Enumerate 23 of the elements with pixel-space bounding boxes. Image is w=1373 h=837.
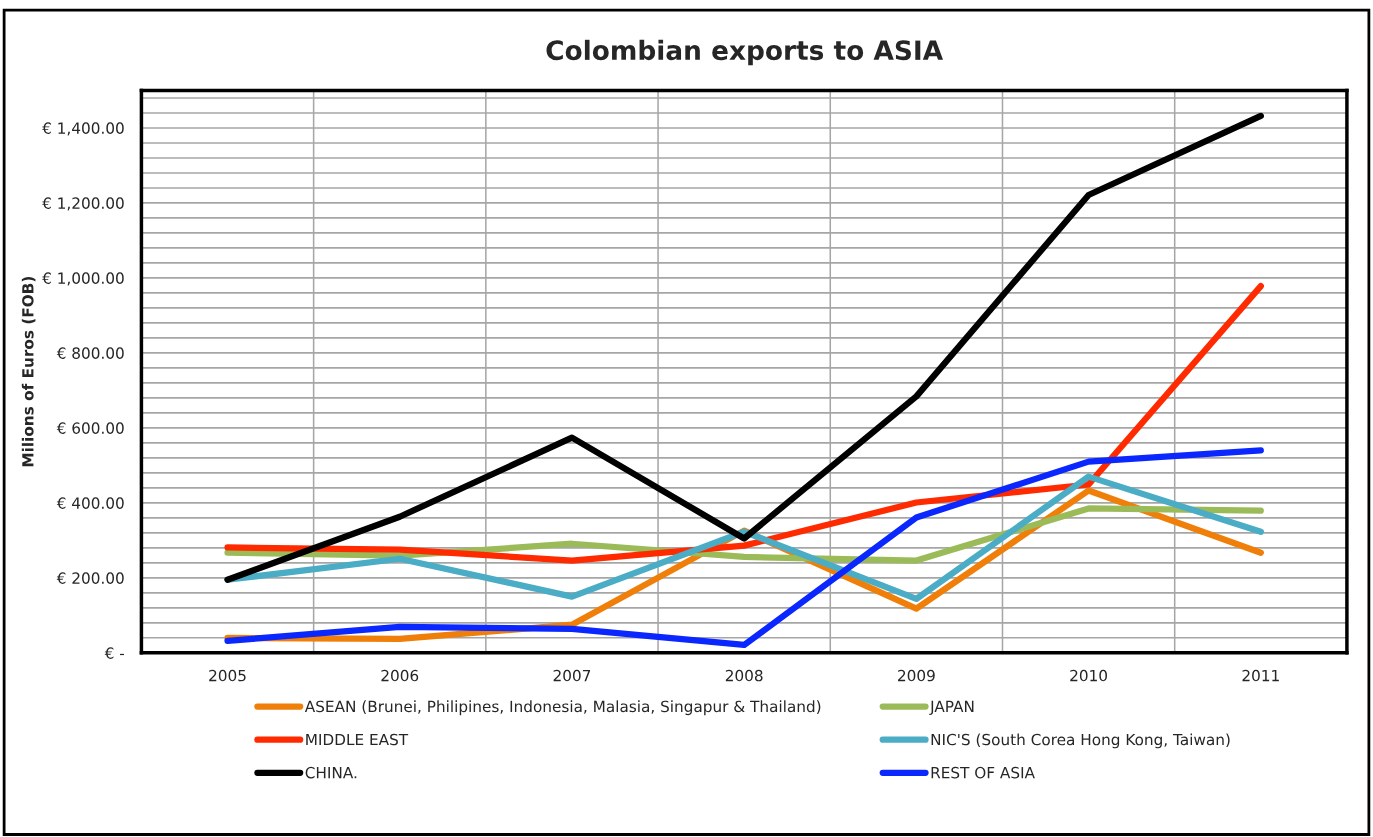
y-tick-label: € 400.00 bbox=[56, 497, 124, 509]
x-tick-label: 2006 bbox=[381, 669, 419, 682]
y-tick-label: € 200.00 bbox=[56, 572, 124, 584]
x-tick-label: 2009 bbox=[898, 669, 935, 682]
legend-label: REST OF ASIA bbox=[931, 766, 1035, 779]
y-tick-label: € - bbox=[104, 647, 125, 659]
y-tick-label: € 600.00 bbox=[56, 422, 124, 434]
legend-label: ASEAN (Brunei, Philipines, Indonesia, Malasia, Singapur & Thailand) bbox=[304, 700, 821, 716]
x-tick-label: 2007 bbox=[553, 669, 591, 682]
x-tick-label: 2005 bbox=[209, 669, 246, 682]
chart-title: Colombian exports to ASIA bbox=[546, 39, 944, 66]
y-tick-label: € 800.00 bbox=[56, 347, 124, 359]
legend-label: MIDDLE EAST bbox=[306, 733, 409, 746]
x-tick-label: 2011 bbox=[1242, 669, 1279, 682]
y-axis-title: Milions of Euros (FOB) bbox=[21, 276, 36, 467]
y-tick-label: € 1,000.00 bbox=[42, 272, 124, 286]
legend-label: CHINA. bbox=[305, 766, 357, 779]
y-tick-label: € 1,200.00 bbox=[42, 197, 124, 211]
x-tick-label: 2010 bbox=[1070, 669, 1108, 682]
legend-label: NIC'S (South Corea Hong Kong, Taiwan) bbox=[931, 733, 1230, 749]
x-tick-label: 2008 bbox=[725, 669, 763, 682]
y-tick-label: € 1,400.00 bbox=[42, 122, 124, 136]
legend-label: JAPAN bbox=[929, 700, 974, 716]
